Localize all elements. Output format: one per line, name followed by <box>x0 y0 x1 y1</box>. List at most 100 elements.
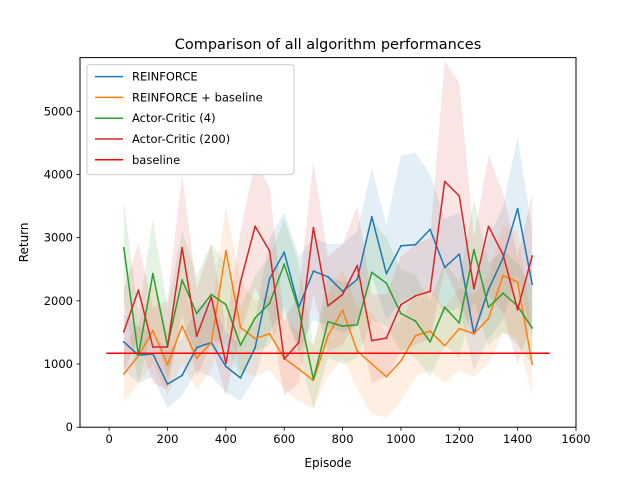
point-series-0-11 <box>283 251 286 254</box>
point-series-1-16 <box>356 349 359 352</box>
point-series-0-21 <box>429 228 431 231</box>
x-tick-label-1: 200 <box>157 432 179 446</box>
point-series-3-28 <box>531 255 534 257</box>
point-series-1-6 <box>210 341 213 344</box>
point-series-0-7 <box>225 365 227 368</box>
point-series-0-16 <box>356 278 359 281</box>
point-series-3-22 <box>443 180 446 183</box>
point-series-2-1 <box>137 354 140 357</box>
legend-label-3: Actor-Critic (200) <box>132 132 230 146</box>
x-axis-label: Episode <box>304 456 351 470</box>
point-series-3-10 <box>268 250 271 252</box>
point-series-2-21 <box>429 341 431 343</box>
point-series-3-3 <box>166 346 169 348</box>
point-series-3-16 <box>356 264 359 267</box>
point-series-3-8 <box>239 281 242 283</box>
point-series-2-26 <box>502 292 504 295</box>
point-series-1-22 <box>443 344 446 347</box>
point-series-2-28 <box>531 327 534 329</box>
point-series-0-8 <box>239 377 242 379</box>
point-series-3-23 <box>458 195 461 197</box>
y-axis-label: Return <box>17 222 31 262</box>
point-series-1-27 <box>516 281 519 283</box>
point-series-1-17 <box>370 363 373 365</box>
point-series-3-6 <box>210 296 213 298</box>
point-series-0-22 <box>443 266 446 269</box>
y-tick-label-3: 3000 <box>44 231 73 245</box>
point-series-2-8 <box>239 344 242 346</box>
point-series-1-20 <box>414 334 417 337</box>
point-series-2-6 <box>210 293 213 296</box>
plot-frame <box>79 57 577 428</box>
point-series-2-11 <box>283 263 286 266</box>
y-tick-label-1: 1000 <box>44 357 73 371</box>
point-series-2-20 <box>414 320 417 322</box>
band-series-0 <box>123 136 533 409</box>
point-series-2-12 <box>297 308 300 311</box>
point-series-3-1 <box>137 289 140 291</box>
point-series-0-0 <box>122 341 125 343</box>
point-series-2-18 <box>385 282 388 285</box>
point-series-2-14 <box>327 320 329 323</box>
point-series-2-5 <box>195 312 198 315</box>
x-tick-label-2: 400 <box>215 432 237 446</box>
y-tick-label-2: 2000 <box>44 294 73 308</box>
legend-label-1: REINFORCE + baseline <box>132 90 263 104</box>
point-series-3-7 <box>225 362 227 365</box>
point-series-2-4 <box>181 279 184 281</box>
y-tick-label-0: 0 <box>66 420 73 434</box>
point-series-3-9 <box>254 225 256 228</box>
point-series-3-13 <box>312 226 315 229</box>
point-series-1-28 <box>531 363 534 365</box>
point-series-0-14 <box>327 275 329 278</box>
point-series-1-23 <box>458 327 461 330</box>
point-series-2-17 <box>370 271 373 274</box>
point-series-2-10 <box>268 302 271 305</box>
point-series-1-25 <box>487 317 490 320</box>
x-tick-label-3: 600 <box>273 432 295 446</box>
chart-title: Comparison of all algorithm performances <box>175 37 482 53</box>
point-series-3-0 <box>122 330 125 333</box>
point-series-3-20 <box>414 294 417 297</box>
series-lines <box>106 180 550 386</box>
point-series-3-15 <box>341 293 344 296</box>
legend-label-2: Actor-Critic (4) <box>132 111 216 125</box>
point-series-0-23 <box>458 253 461 256</box>
point-series-3-24 <box>473 287 475 290</box>
point-series-3-11 <box>283 358 286 360</box>
legend-label-4: baseline <box>132 153 180 167</box>
point-series-0-10 <box>268 277 271 280</box>
point-series-2-23 <box>458 322 461 324</box>
point-series-1-2 <box>152 329 154 332</box>
x-tick-label-6: 1200 <box>445 432 474 446</box>
point-series-0-17 <box>370 215 373 218</box>
point-series-2-0 <box>122 246 125 249</box>
point-series-0-4 <box>181 374 184 377</box>
point-series-3-4 <box>181 246 184 249</box>
point-series-2-9 <box>254 317 256 319</box>
point-series-2-2 <box>152 272 154 275</box>
point-series-3-18 <box>385 337 388 339</box>
point-series-3-19 <box>400 303 402 306</box>
point-series-1-19 <box>400 360 402 362</box>
x-axis-ticks: 0 200 400 600 800 1000 1200 1400 1600 <box>106 427 591 446</box>
legend-label-0: REINFORCE <box>132 70 198 84</box>
point-series-0-25 <box>487 288 490 291</box>
point-series-0-28 <box>531 283 534 286</box>
point-series-2-7 <box>225 303 227 306</box>
point-series-1-15 <box>341 309 344 312</box>
y-tick-label-5: 5000 <box>44 104 73 118</box>
point-series-1-5 <box>195 357 198 360</box>
point-series-1-21 <box>429 330 431 333</box>
point-series-3-14 <box>327 305 329 307</box>
point-series-2-16 <box>356 323 359 326</box>
point-series-1-14 <box>327 334 329 337</box>
point-series-0-15 <box>341 290 344 293</box>
y-axis-ticks: 0 1000 2000 3000 4000 5000 <box>44 104 80 434</box>
point-series-3-21 <box>429 290 431 293</box>
legend-box <box>86 64 295 176</box>
point-series-0-18 <box>385 272 388 275</box>
point-series-1-10 <box>268 332 271 335</box>
point-series-0-19 <box>400 245 402 247</box>
